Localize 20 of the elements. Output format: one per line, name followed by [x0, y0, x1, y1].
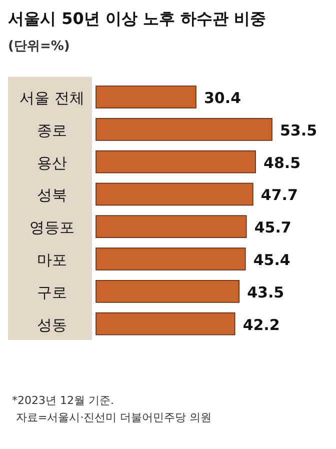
y-tick-label: 서울 전체 [20, 89, 84, 107]
chart-subtitle: (단위=%) [8, 39, 70, 54]
y-tick-label: 성북 [37, 186, 67, 204]
data-label: 30.4 [204, 89, 242, 107]
y-tick-label: 영등포 [30, 218, 74, 237]
data-label: 45.4 [253, 251, 290, 269]
data-label: 42.2 [242, 316, 280, 334]
chart-title: 서울시 50년 이상 노후 하수관 비중 [8, 9, 266, 28]
y-tick-label: 성동 [37, 316, 67, 334]
text: 자료=서울시·진선미 더불어민주당 의원 [16, 411, 212, 424]
data-label: 43.5 [247, 283, 284, 302]
y-tick-label: 마포 [37, 251, 67, 269]
data-label: 53.5 [280, 121, 318, 140]
data-label: 48.5 [264, 154, 301, 172]
y-tick-label: 구로 [37, 283, 67, 302]
text: *2023년 12월 기준. [12, 394, 114, 407]
data-label: 45.7 [254, 218, 292, 237]
y-tick-label: 용산 [37, 154, 67, 172]
data-label: 47.7 [260, 186, 298, 204]
y-tick-label: 종로 [37, 121, 67, 140]
